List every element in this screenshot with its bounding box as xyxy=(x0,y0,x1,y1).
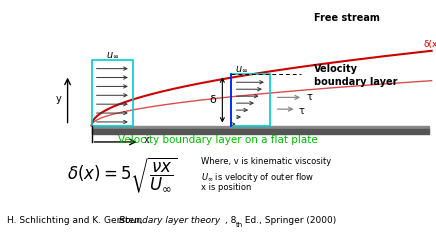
Text: H. Schlichting and K. Gersten,: H. Schlichting and K. Gersten, xyxy=(7,216,145,225)
Bar xyxy=(231,74,270,126)
Text: Velocity boundary layer on a flat plate: Velocity boundary layer on a flat plate xyxy=(118,135,318,145)
Bar xyxy=(92,60,133,126)
Text: x is position: x is position xyxy=(201,183,251,192)
Text: Boundary layer theory: Boundary layer theory xyxy=(119,216,220,225)
Text: Ed., Springer (2000): Ed., Springer (2000) xyxy=(242,216,336,225)
Text: $u_\infty$: $u_\infty$ xyxy=(106,50,119,60)
Text: δ: δ xyxy=(209,95,216,105)
Bar xyxy=(92,128,429,134)
Bar xyxy=(92,126,429,128)
Text: Velocity: Velocity xyxy=(314,64,358,74)
Text: boundary layer: boundary layer xyxy=(314,77,398,87)
Text: , 8: , 8 xyxy=(225,216,236,225)
Text: Where, v is kinematic viscosity: Where, v is kinematic viscosity xyxy=(201,157,331,166)
Text: Free stream: Free stream xyxy=(314,13,380,23)
Text: τ: τ xyxy=(307,92,312,102)
Text: th: th xyxy=(236,222,244,228)
Text: $u_\infty$: $u_\infty$ xyxy=(235,64,249,74)
Text: $\delta(x) = 5\sqrt{\dfrac{\nu x}{U_{\infty}}}$: $\delta(x) = 5\sqrt{\dfrac{\nu x}{U_{\in… xyxy=(67,156,177,195)
Text: δ(x): δ(x) xyxy=(424,40,436,49)
Text: τ: τ xyxy=(299,106,304,116)
Text: $U_{\infty}$ is velocity of outer flow: $U_{\infty}$ is velocity of outer flow xyxy=(201,171,314,184)
Text: x: x xyxy=(144,135,150,145)
Text: y: y xyxy=(56,94,62,104)
